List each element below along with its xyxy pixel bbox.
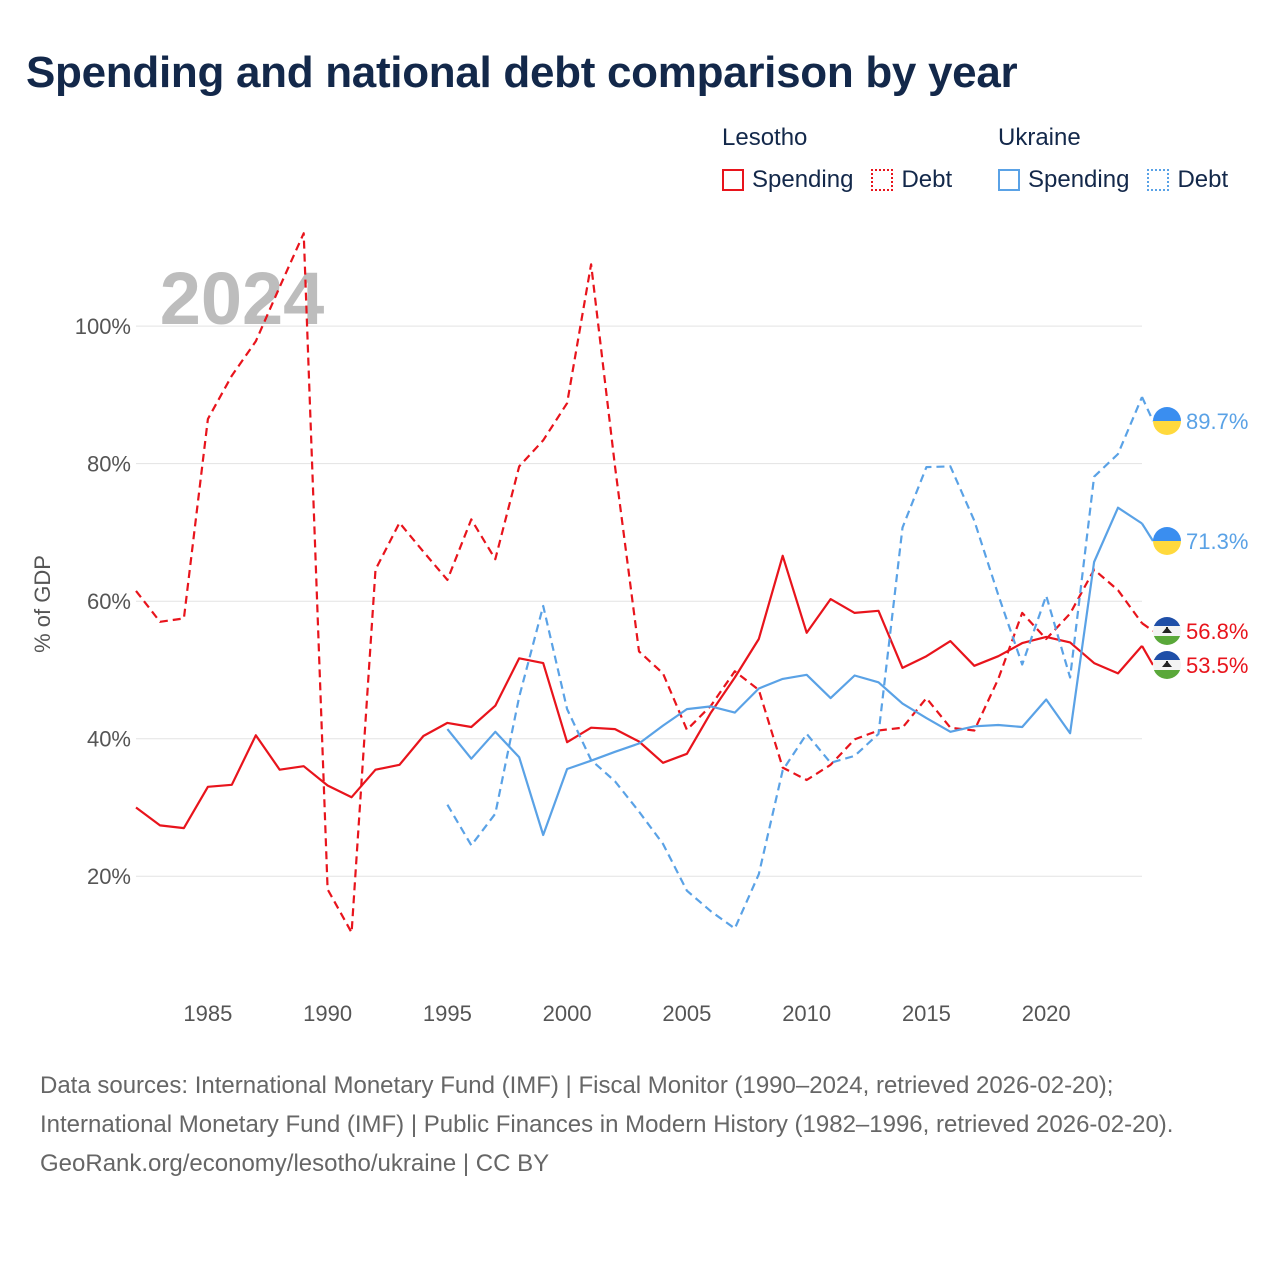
series-line-ukraine-spending[interactable]	[446, 506, 1143, 837]
solid-swatch-icon	[998, 169, 1020, 191]
ukraine-flag-icon	[1153, 527, 1181, 555]
end-value-label: 53.5%	[1186, 653, 1248, 678]
series-lines	[135, 232, 1144, 934]
legend-label: Debt	[1177, 166, 1229, 193]
lesotho-flag-icon	[1153, 617, 1181, 645]
legend-lesotho: Lesotho Spending Debt	[722, 124, 970, 194]
y-tick-label: 20%	[87, 864, 131, 889]
end-connector	[1141, 622, 1154, 632]
chart-title: Spending and national debt comparison by…	[26, 48, 1018, 97]
y-axis-label: % of GDP	[30, 555, 55, 653]
legend-ukraine: Ukraine Spending Debt	[998, 124, 1246, 194]
x-axis: 1985 1990 1995 2000 2005 2010 2015 2020	[183, 1001, 1070, 1026]
solid-swatch-icon	[722, 169, 744, 191]
y-tick-label: 60%	[87, 589, 131, 614]
legend-country-lesotho: Lesotho	[722, 124, 808, 151]
x-tick-label: 2015	[902, 1001, 951, 1026]
site-credit[interactable]: GeoRank.org/economy/lesotho/ukraine | CC…	[40, 1150, 550, 1177]
end-connector	[1140, 396, 1155, 422]
legend-item-lesotho-spending[interactable]: Spending	[722, 166, 853, 194]
series-line-lesotho-spending[interactable]	[135, 554, 1143, 830]
gridlines	[136, 325, 1142, 877]
end-value-label: 56.8%	[1186, 619, 1248, 644]
sources: Data sources: International Monetary Fun…	[40, 1066, 1240, 1183]
data-sources-text: Data sources: International Monetary Fun…	[40, 1072, 1174, 1138]
end-value-label: 71.3%	[1186, 529, 1248, 554]
x-tick-label: 1985	[183, 1001, 232, 1026]
lesotho-flag-icon	[1153, 651, 1181, 679]
x-tick-label: 2005	[662, 1001, 711, 1026]
end-labels: 53.5% 56.8% 71.3% 89.7%	[1140, 396, 1248, 679]
end-value-label: 89.7%	[1186, 409, 1248, 434]
legend-item-lesotho-debt[interactable]: Debt	[871, 166, 952, 194]
end-connector	[1141, 645, 1154, 666]
x-tick-label: 2020	[1022, 1001, 1071, 1026]
legend-label: Spending	[752, 166, 854, 193]
y-axis: 20% 40% 60% 80% 100%	[75, 314, 131, 889]
x-tick-label: 1990	[303, 1001, 352, 1026]
x-tick-label: 2010	[782, 1001, 831, 1026]
dotted-swatch-icon	[1147, 169, 1170, 191]
legend-country-ukraine: Ukraine	[998, 124, 1081, 151]
year-watermark: 2024	[160, 257, 325, 340]
ukraine-flag-icon	[1153, 407, 1181, 435]
line-chart: 2024 20% 40% 60% 80% 100% 1985 1990 1995 2000 20…	[30, 232, 1248, 1026]
dotted-swatch-icon	[871, 169, 894, 191]
legend-item-ukraine-spending[interactable]: Spending	[998, 166, 1129, 194]
series-line-lesotho-debt[interactable]	[135, 232, 1143, 934]
legend-label: Debt	[901, 166, 953, 193]
y-tick-label: 100%	[75, 314, 131, 339]
legend-item-ukraine-debt[interactable]: Debt	[1147, 166, 1228, 194]
y-tick-label: 40%	[87, 727, 131, 752]
x-tick-label: 1995	[423, 1001, 472, 1026]
end-connector	[1141, 522, 1154, 542]
x-tick-label: 2000	[543, 1001, 592, 1026]
y-tick-label: 80%	[87, 452, 131, 477]
series-line-ukraine-debt[interactable]	[446, 396, 1144, 930]
legend-label: Spending	[1028, 166, 1130, 193]
